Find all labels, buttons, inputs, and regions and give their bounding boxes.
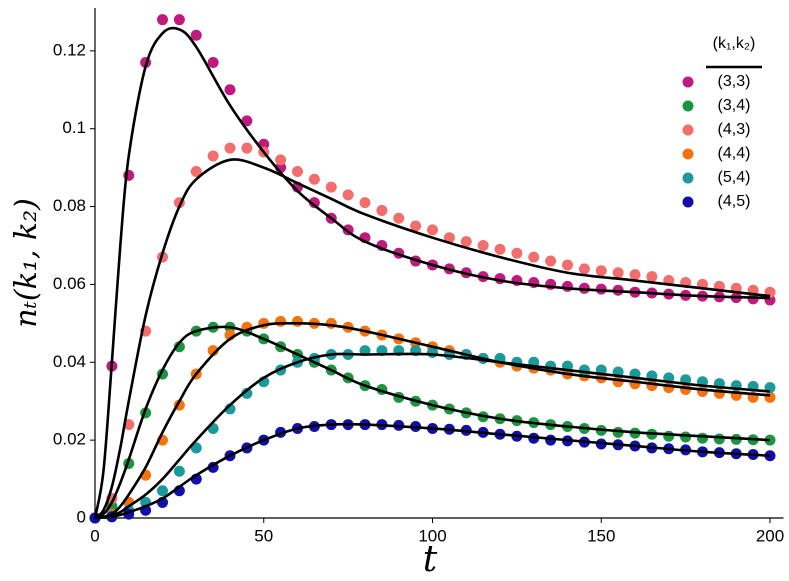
legend-label: (4,4) [718, 145, 751, 162]
data-point [224, 84, 236, 96]
legend-label: (4,5) [718, 193, 751, 210]
data-point [342, 189, 354, 201]
data-point [713, 433, 725, 445]
data-point [545, 255, 557, 267]
data-point [325, 317, 337, 329]
data-point [443, 232, 455, 244]
legend-label: (4,3) [718, 121, 751, 138]
data-point [308, 173, 320, 185]
data-point [612, 267, 624, 279]
y-tick-label: 0.06 [53, 274, 86, 293]
data-point [173, 465, 185, 477]
data-point [646, 380, 658, 392]
data-point [157, 14, 168, 26]
fit-line [93, 26, 771, 519]
x-tick-label: 200 [756, 526, 784, 545]
data-point [275, 154, 287, 166]
fit-line [94, 325, 771, 520]
data-point [241, 387, 253, 399]
data-point [410, 220, 422, 232]
data-point [292, 166, 303, 178]
x-tick-label: 100 [418, 526, 446, 545]
legend-marker [682, 172, 694, 184]
legend-marker [682, 124, 694, 136]
data-point [612, 376, 624, 388]
data-point [157, 485, 168, 497]
x-tick-label: 150 [587, 526, 615, 545]
legend-marker [682, 148, 694, 160]
data-point [224, 142, 236, 154]
legend-title: (k₁,k₂) [713, 35, 756, 52]
data-point [190, 166, 202, 178]
data-point [578, 263, 590, 275]
legend-label: (3,3) [718, 73, 751, 90]
y-tick-label: 0.1 [62, 118, 86, 137]
data-point [190, 29, 202, 41]
data-point [562, 259, 573, 271]
data-point [680, 431, 692, 443]
data-point [427, 224, 438, 236]
data-point [578, 364, 590, 376]
data-point [646, 271, 658, 283]
fit-line [94, 321, 771, 520]
data-point [207, 150, 219, 162]
x-tick-label: 0 [90, 526, 99, 545]
data-point [325, 181, 337, 193]
data-point [292, 315, 303, 327]
fit-line [94, 422, 771, 520]
data-point [393, 212, 405, 224]
data-point [190, 442, 202, 454]
fit-line [94, 158, 771, 520]
data-point [359, 197, 371, 209]
data-point [494, 243, 506, 255]
legend-marker [682, 196, 694, 208]
data-point [511, 247, 523, 259]
data-point [562, 280, 573, 292]
data-point [376, 204, 388, 216]
data-point [477, 239, 489, 251]
data-point [663, 382, 675, 394]
data-point [764, 391, 776, 403]
y-axis-title: nₜ(k₁, k₂) [9, 198, 44, 328]
data-point [595, 265, 607, 277]
data-point [173, 341, 185, 353]
data-point [241, 115, 253, 127]
y-tick-label: 0.12 [53, 40, 86, 59]
y-tick-label: 0 [77, 507, 86, 526]
data-point [697, 385, 708, 397]
data-point [629, 378, 641, 390]
data-point [241, 142, 253, 154]
data-point [663, 430, 675, 442]
x-tick-label: 50 [254, 526, 273, 545]
legend-marker [682, 100, 694, 112]
data-point [207, 57, 219, 69]
data-point [680, 384, 692, 396]
y-tick-label: 0.04 [53, 352, 86, 371]
data-point [173, 14, 185, 26]
data-point [460, 236, 472, 248]
fit-line [94, 352, 771, 520]
data-point [629, 269, 641, 281]
data-point [308, 197, 320, 209]
legend-label: (5,4) [718, 169, 751, 186]
y-tick-label: 0.08 [53, 196, 86, 215]
x-axis-title: t [423, 539, 438, 580]
data-point [275, 315, 287, 327]
legend-label: (3,4) [718, 97, 751, 114]
data-point [528, 251, 540, 263]
y-tick-label: 0.02 [53, 430, 86, 449]
data-point [697, 432, 708, 444]
legend-marker [682, 76, 694, 88]
